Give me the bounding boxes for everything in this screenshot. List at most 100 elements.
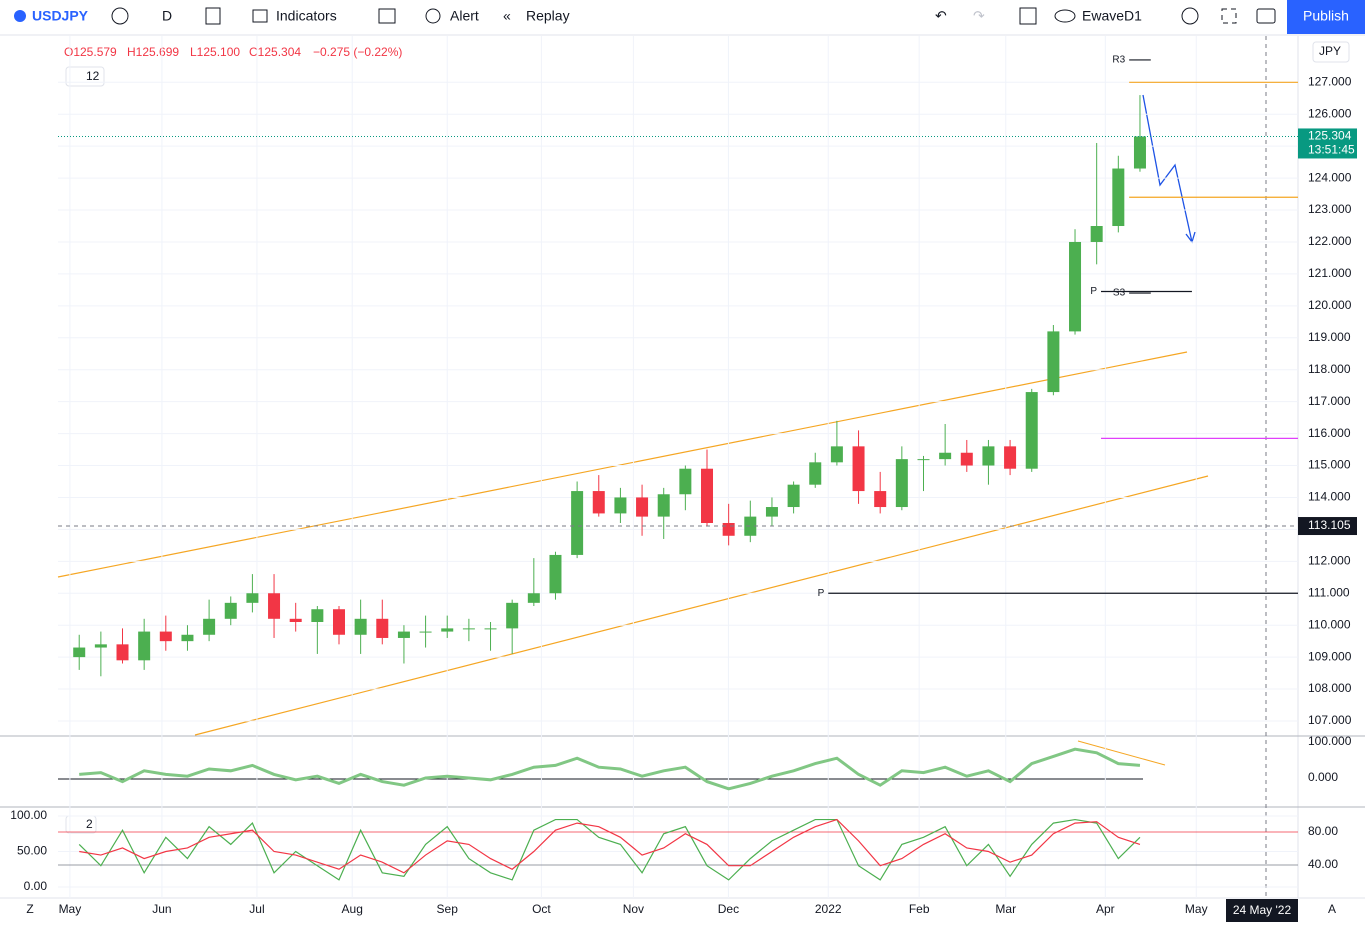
y-tick-label: 108.000 xyxy=(1308,681,1352,695)
candle-body xyxy=(874,491,887,508)
y-tick-label: 120.000 xyxy=(1308,298,1352,312)
candle-body xyxy=(159,631,172,642)
crosshair-price-label: 113.105 xyxy=(1308,518,1351,532)
y-tick-label: 0.00 xyxy=(24,879,48,893)
candle-body xyxy=(506,602,519,629)
candle-body xyxy=(73,647,86,658)
x-tick-label: Mar xyxy=(995,902,1016,916)
y-tick-label: 118.000 xyxy=(1308,362,1351,376)
candle-body xyxy=(657,494,670,517)
y-tick-label: 121.000 xyxy=(1308,266,1352,280)
y-tick-label: 110.000 xyxy=(1308,617,1351,631)
level-label: S3 xyxy=(1113,288,1126,299)
candle-body xyxy=(917,459,930,461)
redo[interactable]: ↷ xyxy=(973,8,985,24)
auto-scale[interactable]: A xyxy=(1328,902,1336,916)
x-tick-label: Feb xyxy=(909,902,930,916)
candle-body xyxy=(830,446,843,463)
x-tick-label: 2022 xyxy=(815,902,842,916)
x-tick-label: Apr xyxy=(1096,902,1115,916)
interval[interactable]: D xyxy=(162,8,172,24)
candle-body xyxy=(960,452,973,466)
y-tick-label: 127.000 xyxy=(1308,74,1352,88)
candle-body xyxy=(311,609,324,622)
replay-icon[interactable]: « xyxy=(503,8,511,24)
indicators-icon[interactable] xyxy=(252,9,268,23)
candle-body xyxy=(701,468,714,523)
candle-body xyxy=(181,634,194,642)
crosshair-price-box xyxy=(1298,517,1357,536)
candle-body xyxy=(484,628,497,630)
undo[interactable]: ↶ xyxy=(935,8,947,24)
symbol-icon[interactable] xyxy=(14,10,26,22)
level-label: P xyxy=(818,588,825,599)
legend-high: H125.699 xyxy=(127,45,179,59)
divergence-line xyxy=(1077,740,1166,766)
settings[interactable] xyxy=(1181,7,1199,25)
candle-body xyxy=(765,507,778,517)
chart-type[interactable] xyxy=(205,7,221,25)
axis-zoom-label[interactable]: Z xyxy=(26,902,33,916)
replay-button[interactable]: Replay xyxy=(526,8,570,24)
candle-body xyxy=(809,462,822,485)
currency[interactable]: JPY xyxy=(1319,44,1341,58)
y-tick-label: 107.000 xyxy=(1308,713,1352,727)
add-symbol[interactable] xyxy=(111,7,129,25)
x-tick-label: May xyxy=(59,902,82,916)
candle-body xyxy=(1133,136,1146,169)
layout-name[interactable]: EwaveD1 xyxy=(1082,8,1142,24)
indicator-line xyxy=(79,818,1141,874)
symbol[interactable]: USDJPY xyxy=(32,8,89,24)
toolbar xyxy=(0,0,1365,35)
candle-body xyxy=(679,468,692,495)
indicators-button[interactable]: Indicators xyxy=(276,8,337,24)
snapshot[interactable] xyxy=(1256,8,1276,24)
y-tick-label: 114.000 xyxy=(1308,490,1351,504)
candle-body xyxy=(939,452,952,460)
x-tick-label: Nov xyxy=(623,902,644,916)
candle-body xyxy=(268,593,281,619)
fullscreen[interactable] xyxy=(1221,8,1237,24)
publish-label[interactable]: Publish xyxy=(1303,8,1349,24)
crosshair-date-box xyxy=(1226,899,1298,922)
alert-icon[interactable] xyxy=(425,8,441,24)
channel-lower xyxy=(194,475,1209,736)
indicators-toggle[interactable] xyxy=(65,66,105,87)
x-tick-label: May xyxy=(1185,902,1208,916)
y-tick-label: 116.000 xyxy=(1308,426,1351,440)
x-tick-label: Sep xyxy=(437,902,459,916)
candle-body xyxy=(527,593,540,603)
legend-low: L125.100 xyxy=(190,45,240,59)
candle-body xyxy=(982,446,995,466)
candle-body xyxy=(462,628,475,630)
alert-button[interactable]: Alert xyxy=(450,8,479,24)
y-tick-label: 100.00 xyxy=(10,808,47,822)
x-tick-label: Dec xyxy=(718,902,739,916)
publish-button[interactable] xyxy=(1287,0,1365,34)
y-tick-label: 109.000 xyxy=(1308,649,1352,663)
candle-body xyxy=(289,618,302,622)
candle-body xyxy=(1047,331,1060,393)
y-tick-label: 123.000 xyxy=(1308,202,1352,216)
candle-body xyxy=(116,644,129,661)
indicator-line xyxy=(79,747,1141,791)
y2-tick-label: 40.00 xyxy=(1308,857,1338,871)
candle-body xyxy=(852,446,865,492)
level-label: R3 xyxy=(1112,55,1125,66)
last-price-box xyxy=(1298,128,1357,159)
indicator-line xyxy=(78,818,1141,881)
candle-body xyxy=(571,491,584,555)
pane-indicators-count[interactable]: 2 xyxy=(86,817,93,831)
y-tick-label: 0.000 xyxy=(1308,770,1338,784)
candle-body xyxy=(1069,241,1082,332)
candle-body xyxy=(376,618,389,638)
select-layout[interactable] xyxy=(1019,7,1037,25)
indicators-count[interactable]: 12 xyxy=(86,69,100,83)
templates[interactable] xyxy=(378,8,396,24)
candle-body xyxy=(332,609,345,635)
candle-body xyxy=(722,522,735,536)
cloud-icon[interactable] xyxy=(1054,9,1076,23)
currency-button[interactable] xyxy=(1312,41,1350,63)
